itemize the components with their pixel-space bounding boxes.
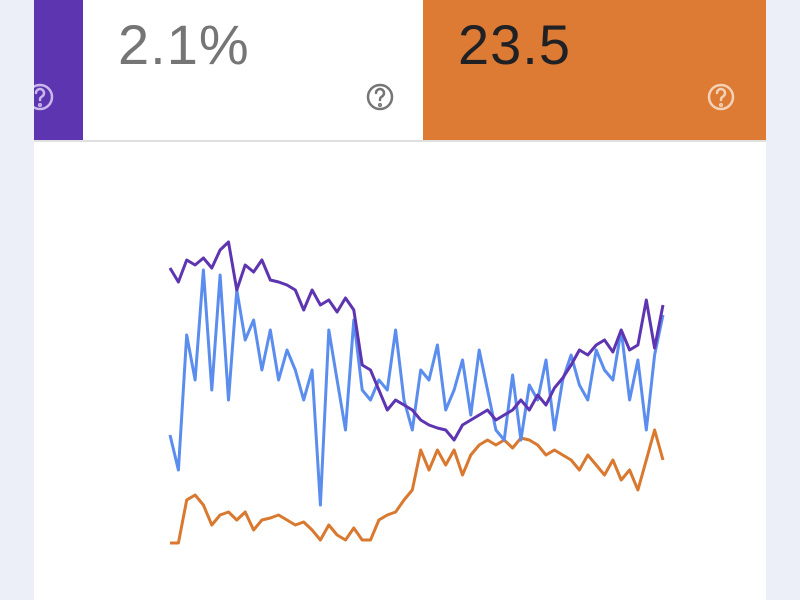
metric-value: 2.1%	[118, 13, 250, 76]
data-line	[168, 268, 665, 507]
metric-tile[interactable]	[34, 0, 83, 140]
metric-tile[interactable]: 2.1%	[83, 0, 423, 140]
metric-value: 23.5	[458, 13, 571, 76]
help-icon[interactable]	[26, 83, 54, 111]
metric-tile[interactable]: 23.5	[423, 0, 766, 140]
data-line	[170, 428, 665, 545]
help-icon[interactable]	[366, 83, 394, 111]
data-line	[168, 240, 665, 442]
page-margin	[0, 0, 34, 140]
help-icon[interactable]	[707, 83, 735, 111]
performance-card: 2.1% 23.5	[34, 0, 766, 600]
divider	[34, 140, 766, 142]
